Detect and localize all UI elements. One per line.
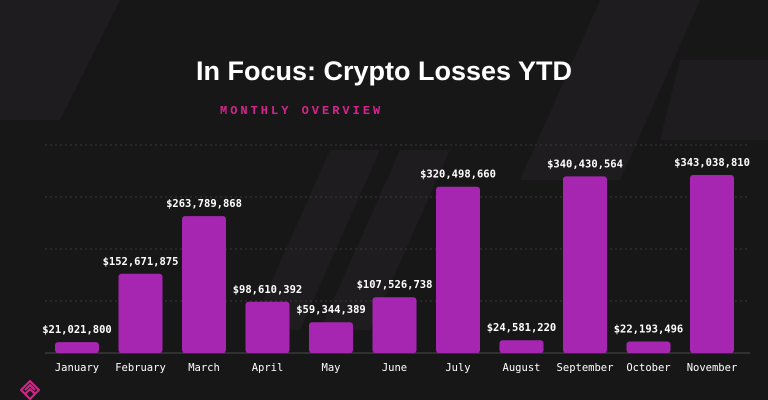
value-label-june: $107,526,738 bbox=[357, 279, 433, 291]
bar-october bbox=[626, 341, 671, 353]
category-label-november: November bbox=[687, 362, 738, 374]
category-label-april: April bbox=[252, 362, 284, 374]
category-label-august: August bbox=[503, 362, 541, 374]
category-label-may: May bbox=[322, 362, 341, 374]
category-label-october: October bbox=[626, 362, 670, 374]
value-label-february: $152,671,875 bbox=[103, 256, 179, 268]
value-label-march: $263,789,868 bbox=[166, 198, 242, 210]
value-label-july: $320,498,660 bbox=[420, 169, 496, 181]
value-label-april: $98,610,392 bbox=[233, 284, 303, 296]
bar-september bbox=[563, 176, 607, 353]
bar-april bbox=[245, 301, 290, 353]
bar-february bbox=[118, 273, 163, 353]
value-label-may: $59,344,389 bbox=[296, 304, 366, 316]
category-label-january: January bbox=[55, 362, 99, 374]
category-label-march: March bbox=[188, 362, 220, 374]
category-label-february: February bbox=[115, 362, 166, 374]
brand-logo-icon bbox=[20, 380, 40, 400]
bar-january bbox=[55, 342, 99, 353]
category-label-september: September bbox=[557, 362, 614, 374]
value-label-august: $24,581,220 bbox=[487, 322, 557, 334]
chart-subtitle: MONTHLY OVERVIEW bbox=[220, 104, 384, 118]
bar-august bbox=[499, 340, 544, 353]
value-label-september: $340,430,564 bbox=[547, 158, 623, 170]
category-label-july: July bbox=[445, 362, 470, 374]
bar-july bbox=[436, 186, 480, 353]
bar-march bbox=[182, 216, 226, 353]
bar-june bbox=[372, 297, 417, 353]
value-label-october: $22,193,496 bbox=[614, 324, 684, 336]
chart-title: In Focus: Crypto Losses YTD bbox=[195, 56, 573, 86]
bar-may bbox=[309, 322, 353, 353]
bar-november bbox=[690, 175, 734, 353]
value-label-november: $343,038,810 bbox=[674, 157, 750, 169]
value-label-january: $21,021,800 bbox=[42, 324, 112, 336]
category-label-june: June bbox=[382, 362, 407, 374]
